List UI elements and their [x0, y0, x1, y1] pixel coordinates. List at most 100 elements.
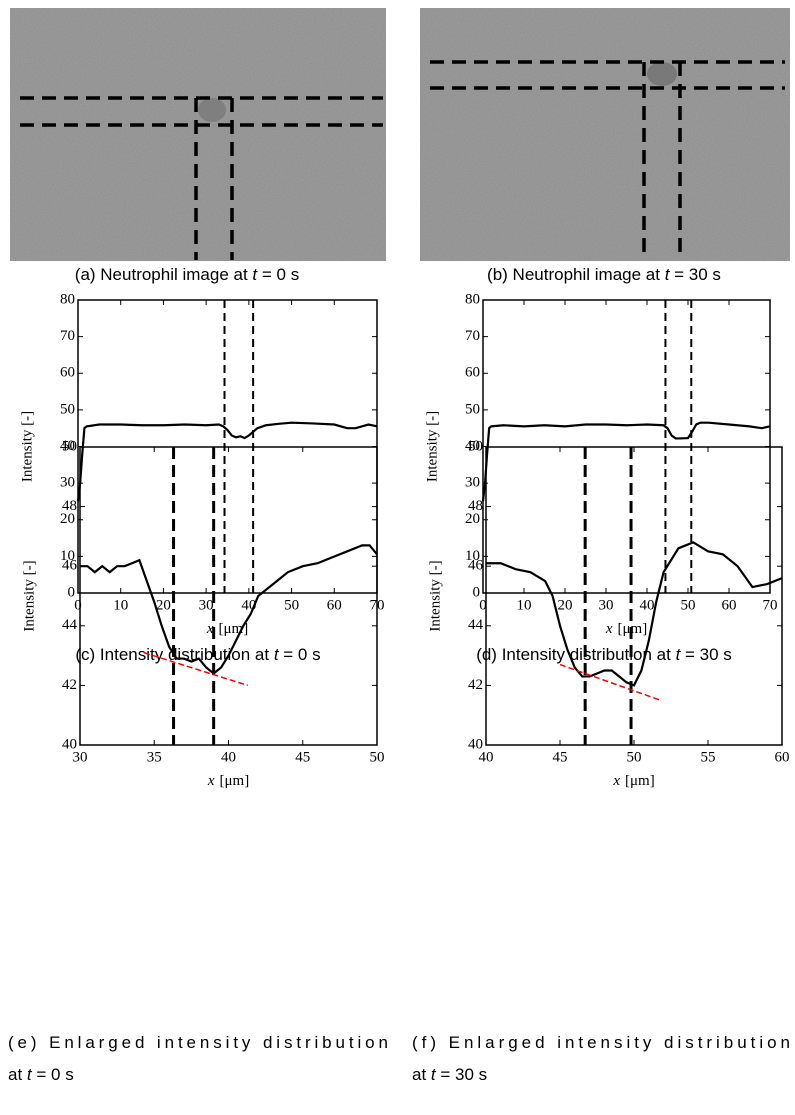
y-tick-label: 80	[465, 291, 480, 307]
y-axis-label: Intensity [-]	[424, 411, 440, 482]
x-axis-unit: [μm]	[219, 773, 249, 789]
caption-var: t	[665, 265, 671, 284]
x-tick-label: 20	[156, 597, 171, 613]
x-tick-label: 0	[74, 597, 82, 613]
caption-text: = 30 s	[669, 265, 721, 284]
y-tick-label: 40	[62, 736, 77, 752]
x-tick-label: 40	[479, 749, 494, 765]
caption-text: = 0 s	[279, 645, 321, 664]
x-tick-label: 50	[681, 597, 696, 613]
data-line	[76, 421, 378, 502]
x-axis-var: x	[207, 773, 215, 789]
trend-line	[143, 651, 249, 687]
caption-text: = 30 s	[680, 645, 732, 664]
image-b	[420, 8, 790, 261]
caption-text: at	[8, 1065, 27, 1084]
caption-var: t	[431, 1065, 437, 1084]
y-tick-label: 10	[60, 548, 75, 564]
x-tick-label: 50	[370, 749, 385, 765]
x-tick-label: 0	[479, 597, 487, 613]
x-tick-label: 20	[558, 597, 573, 613]
caption-text: = 0 s	[32, 1065, 74, 1084]
y-tick-label: 20	[60, 511, 75, 527]
x-tick-label: 60	[327, 597, 342, 613]
caption-text: (d) Intensity distribution at	[476, 645, 675, 664]
x-tick-label: 55	[701, 749, 716, 765]
y-tick-label: 30	[60, 475, 75, 491]
caption-line: (f) Enlarged intensity distribution	[412, 1033, 790, 1052]
caption: at t = 0 s	[8, 1065, 74, 1084]
caption-line: (e) Enlarged intensity distribution	[8, 1033, 388, 1052]
x-tick-label: 30	[199, 597, 214, 613]
caption: at t = 30 s	[412, 1065, 487, 1084]
y-tick-label: 46	[468, 558, 484, 574]
x-tick-label: 70	[763, 597, 778, 613]
x-tick-label: 35	[147, 749, 162, 765]
x-tick-label: 50	[627, 749, 642, 765]
x-axis-var: x	[612, 773, 620, 789]
x-tick-label: 10	[113, 597, 128, 613]
caption-var: t	[27, 1065, 33, 1084]
x-axis-var: x	[605, 621, 613, 637]
x-tick-label: 10	[517, 597, 532, 613]
data-line	[80, 544, 378, 675]
y-tick-label: 60	[60, 365, 75, 381]
x-tick-label: 30	[73, 749, 88, 765]
image-a	[10, 8, 386, 261]
y-tick-label: 50	[468, 438, 483, 454]
y-tick-label: 40	[60, 438, 75, 454]
y-tick-label: 48	[468, 498, 483, 514]
y-tick-label: 10	[465, 548, 480, 564]
caption-var: t	[274, 645, 280, 664]
caption-var: t	[252, 265, 258, 284]
x-tick-label: 30	[599, 597, 614, 613]
y-tick-label: 48	[62, 498, 77, 514]
y-tick-label: 40	[465, 438, 480, 454]
y-tick-label: 30	[465, 475, 480, 491]
caption-text: (b) Neutrophil image at	[487, 265, 665, 284]
data-line	[481, 421, 771, 502]
x-tick-label: 45	[295, 749, 310, 765]
y-tick-label: 20	[465, 511, 480, 527]
x-axis-label: x[μm]	[612, 773, 654, 789]
x-axis-var: x	[206, 621, 214, 637]
y-tick-label: 42	[468, 677, 483, 693]
plot-frame	[79, 446, 378, 746]
y-tick-label: 46	[62, 558, 78, 574]
data-line	[486, 541, 783, 687]
caption: (c) Intensity distribution at t = 0 s	[75, 645, 320, 664]
y-axis-label: Intensity [-]	[427, 560, 443, 631]
y-tick-label: 70	[465, 328, 480, 344]
x-tick-label: 40	[221, 749, 236, 765]
plot-frame	[485, 446, 783, 746]
y-axis-label: Intensity [-]	[21, 560, 37, 631]
x-tick-label: 50	[284, 597, 299, 613]
caption-text: at	[412, 1065, 431, 1084]
x-axis-label: x[μm]	[207, 773, 249, 789]
y-tick-label: 42	[62, 677, 77, 693]
y-tick-label: 60	[465, 365, 480, 381]
caption: (a) Neutrophil image at t = 0 s	[75, 265, 299, 284]
x-tick-label: 60	[775, 749, 790, 765]
caption-text: (a) Neutrophil image at	[75, 265, 253, 284]
y-tick-label: 40	[468, 736, 483, 752]
y-tick-label: 44	[468, 617, 484, 633]
x-tick-label: 60	[722, 597, 737, 613]
caption-text: = 0 s	[257, 265, 299, 284]
x-tick-label: 45	[553, 749, 568, 765]
y-tick-label: 44	[62, 617, 78, 633]
y-tick-label: 80	[60, 291, 75, 307]
caption: (d) Intensity distribution at t = 30 s	[476, 645, 732, 664]
y-tick-label: 0	[473, 584, 481, 600]
caption-text: = 30 s	[436, 1065, 488, 1084]
y-tick-label: 0	[68, 584, 76, 600]
y-axis-label: Intensity [-]	[19, 411, 35, 482]
y-tick-label: 70	[60, 328, 75, 344]
x-tick-label: 40	[640, 597, 655, 613]
caption-var: t	[676, 645, 682, 664]
y-tick-label: 50	[465, 401, 480, 417]
y-tick-label: 50	[60, 401, 75, 417]
caption: (b) Neutrophil image at t = 30 s	[487, 265, 721, 284]
y-tick-label: 50	[62, 438, 77, 454]
